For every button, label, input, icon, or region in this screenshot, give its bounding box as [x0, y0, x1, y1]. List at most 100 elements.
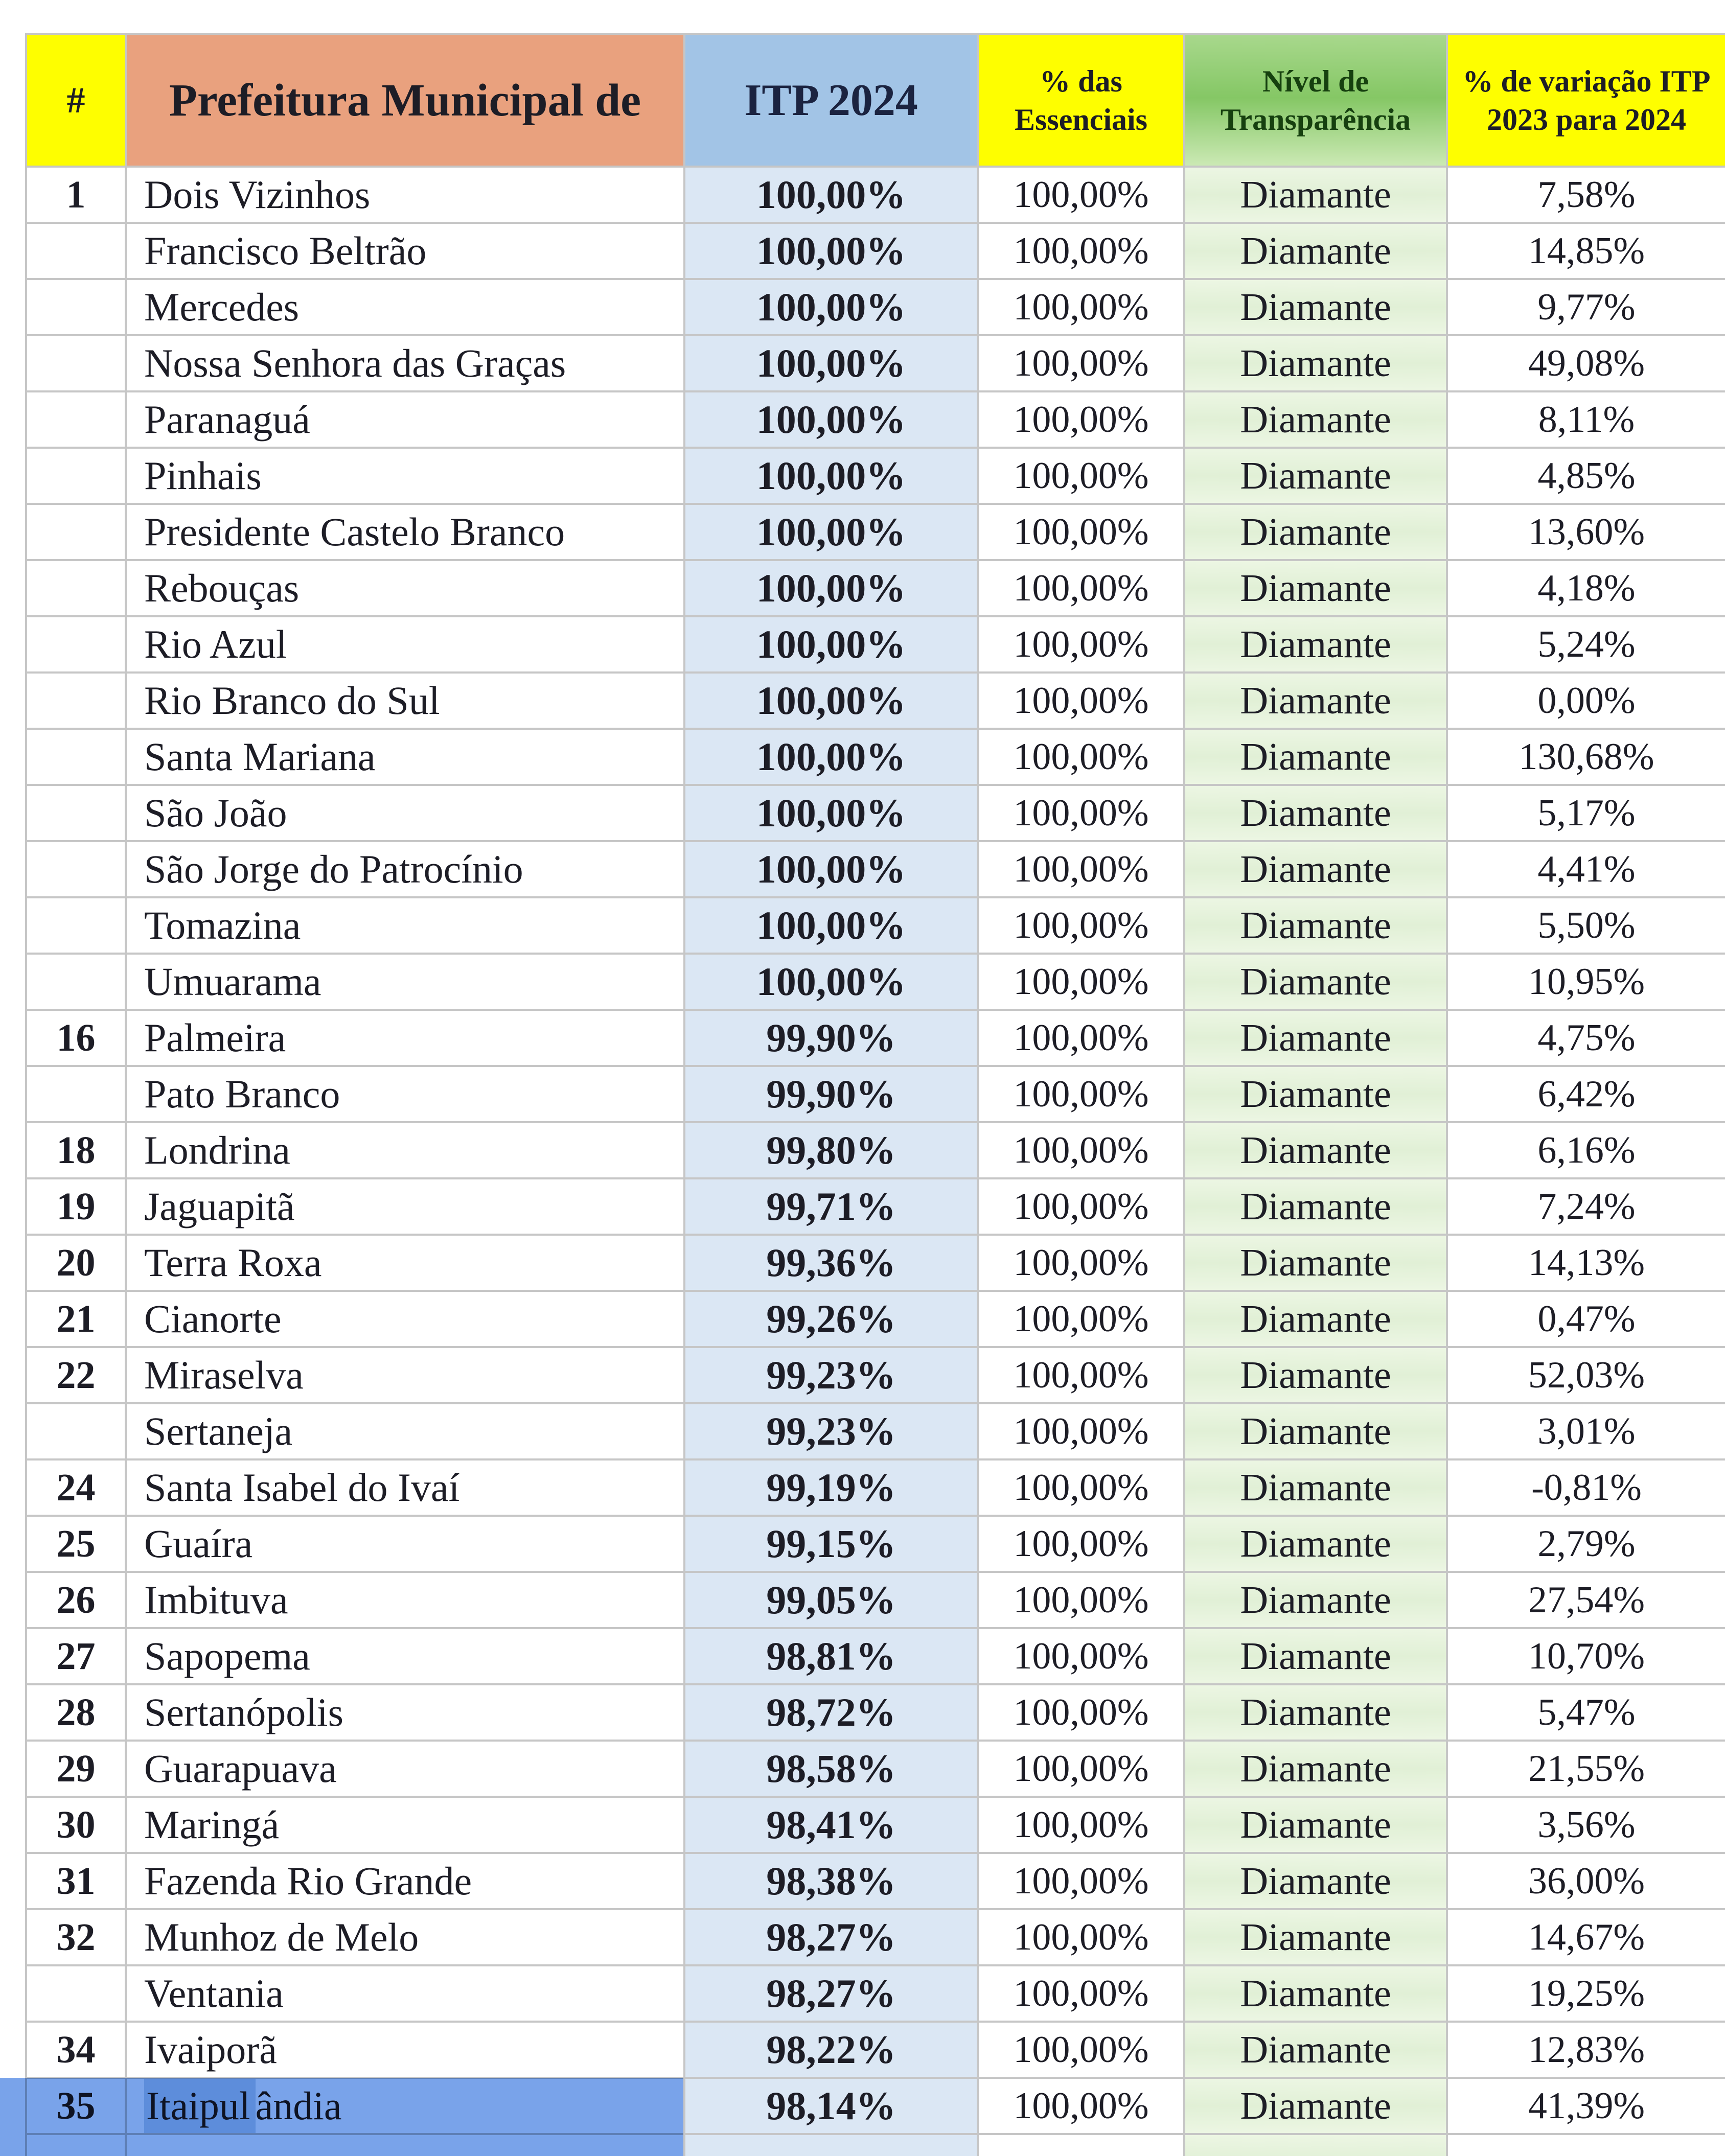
essenciais-cell: 100,00% [977, 166, 1185, 224]
variacao-cell: 14,67% [1446, 1908, 1725, 1966]
nivel-cell: Diamante [1183, 447, 1448, 505]
table-row: Presidente Castelo Branco 100,00% 100,00… [25, 503, 1725, 561]
table-body: 1 Dois Vizinhos 100,00% 100,00% Diamante… [25, 166, 1725, 2156]
table-row: Ventania 98,27% 100,00% Diamante 19,25% [25, 1964, 1725, 2023]
rank-cell [25, 222, 127, 280]
essenciais-cell: 100,00% [977, 1515, 1185, 1573]
essenciais-cell: 100,00% [977, 728, 1185, 786]
variacao-cell: 49,08% [1446, 334, 1725, 392]
itp-cell: 100,00% [683, 840, 979, 898]
rank-cell [25, 1402, 127, 1460]
itp-cell: 98,22% [683, 2021, 979, 2079]
municipality-cell: Rio Branco do Sul [125, 671, 685, 730]
nivel-cell: Diamante [1183, 1402, 1448, 1460]
table-row: Umuarama 100,00% 100,00% Diamante 10,95% [25, 953, 1725, 1011]
rank-cell [25, 390, 127, 449]
variacao-cell: 5,17% [1446, 784, 1725, 842]
itp-cell: 99,90% [683, 1065, 979, 1123]
municipality-cell: Santa Mariana [125, 728, 685, 786]
itp-cell: 98,58% [683, 1740, 979, 1798]
essenciais-cell: 100,00% [977, 1402, 1185, 1460]
nivel-cell: Diamante [1183, 390, 1448, 449]
itp-cell: 100,00% [683, 671, 979, 730]
rank-cell [25, 2133, 127, 2156]
rank-cell [25, 840, 127, 898]
municipality-cell: Cianorte [125, 1290, 685, 1348]
municipality-cell: Guaíra [125, 1515, 685, 1573]
table-row: 29 Guarapuava 98,58% 100,00% Diamante 21… [25, 1740, 1725, 1798]
essenciais-cell: 100,00% [977, 1683, 1185, 1742]
table-row: Nossa Senhora das Graças 100,00% 100,00%… [25, 334, 1725, 392]
municipality-cell: Sertaneja [125, 1402, 685, 1460]
essenciais-cell: 100,00% [977, 784, 1185, 842]
essenciais-cell: 100,00% [977, 447, 1185, 505]
table-row: 26 Imbituva 99,05% 100,00% Diamante 27,5… [25, 1571, 1725, 1629]
rank-cell: 16 [25, 1009, 127, 1067]
header-itp-2024: ITP 2024 [683, 33, 979, 168]
essenciais-cell [977, 2133, 1185, 2156]
rank-cell [25, 728, 127, 786]
rank-cell: 35 [25, 2077, 127, 2135]
variacao-cell: 4,41% [1446, 840, 1725, 898]
municipality-cell: Umuarama [125, 953, 685, 1011]
table-row: Paranaguá 100,00% 100,00% Diamante 8,11% [25, 390, 1725, 449]
municipality-cell: Guarapuava [125, 1740, 685, 1798]
municipality-cell: Itaipul ândia [125, 2077, 685, 2135]
itp-cell: 100,00% [683, 896, 979, 955]
variacao-cell: 4,85% [1446, 447, 1725, 505]
variacao-cell: 36,00% [1446, 1852, 1725, 1910]
nivel-cell: Diamante [1183, 1908, 1448, 1966]
variacao-cell: 8,11% [1446, 390, 1725, 449]
rank-cell [25, 503, 127, 561]
municipality-cell: Sapopema [125, 1627, 685, 1685]
table-row: Sertaneja 99,23% 100,00% Diamante 3,01% [25, 1402, 1725, 1460]
essenciais-cell: 100,00% [977, 2077, 1185, 2135]
rank-cell: 29 [25, 1740, 127, 1798]
table-row: 18 Londrina 99,80% 100,00% Diamante 6,16… [25, 1121, 1725, 1179]
essenciais-cell: 100,00% [977, 334, 1185, 392]
header-rank: # [25, 33, 127, 168]
variacao-cell: 4,18% [1446, 559, 1725, 617]
variacao-cell: 5,47% [1446, 1683, 1725, 1742]
variacao-cell: 7,58% [1446, 166, 1725, 224]
municipality-cell: Ventania [125, 1964, 685, 2023]
itp-cell: 98,81% [683, 1627, 979, 1685]
municipality-cell: Santa Isabel do Ivaí [125, 1458, 685, 1517]
rank-cell [25, 671, 127, 730]
rank-cell [25, 559, 127, 617]
table-row: 34 Ivaiporã 98,22% 100,00% Diamante 12,8… [25, 2021, 1725, 2079]
itp-cell: 98,41% [683, 1796, 979, 1854]
essenciais-cell: 100,00% [977, 1852, 1185, 1910]
municipality-cell: Rio Azul [125, 615, 685, 674]
municipality-cell: Presidente Castelo Branco [125, 503, 685, 561]
itp-cell: 100,00% [683, 447, 979, 505]
variacao-cell: 4,75% [1446, 1009, 1725, 1067]
rank-cell: 28 [25, 1683, 127, 1742]
rank-cell [25, 615, 127, 674]
table-row: 20 Terra Roxa 99,36% 100,00% Diamante 14… [25, 1234, 1725, 1292]
municipality-cell: Fazenda Rio Grande [125, 1852, 685, 1910]
rank-cell: 26 [25, 1571, 127, 1629]
nivel-cell: Diamante [1183, 1009, 1448, 1067]
itp-cell: 98,14% [683, 2077, 979, 2135]
itp-cell: 98,27% [683, 1964, 979, 2023]
variacao-cell: -0,81% [1446, 1458, 1725, 1517]
itp-cell: 100,00% [683, 334, 979, 392]
essenciais-cell: 100,00% [977, 840, 1185, 898]
rank-cell: 22 [25, 1346, 127, 1404]
itp-cell: 100,00% [683, 222, 979, 280]
nivel-cell: Diamante [1183, 728, 1448, 786]
variacao-cell: 6,42% [1446, 1065, 1725, 1123]
rank-cell: 25 [25, 1515, 127, 1573]
table-row: Rio Azul 100,00% 100,00% Diamante 5,24% [25, 615, 1725, 674]
variacao-cell: 3,56% [1446, 1796, 1725, 1854]
nivel-cell: Diamante [1183, 222, 1448, 280]
table-row: 27 Sapopema 98,81% 100,00% Diamante 10,7… [25, 1627, 1725, 1685]
table-row: 30 Maringá 98,41% 100,00% Diamante 3,56% [25, 1796, 1725, 1854]
nivel-cell: Diamante [1183, 1964, 1448, 2023]
itp-cell: 100,00% [683, 166, 979, 224]
essenciais-cell: 100,00% [977, 1627, 1185, 1685]
municipality-cell: Terra Roxa [125, 1234, 685, 1292]
itp-cell: 100,00% [683, 559, 979, 617]
itp-cell: 98,27% [683, 1908, 979, 1966]
